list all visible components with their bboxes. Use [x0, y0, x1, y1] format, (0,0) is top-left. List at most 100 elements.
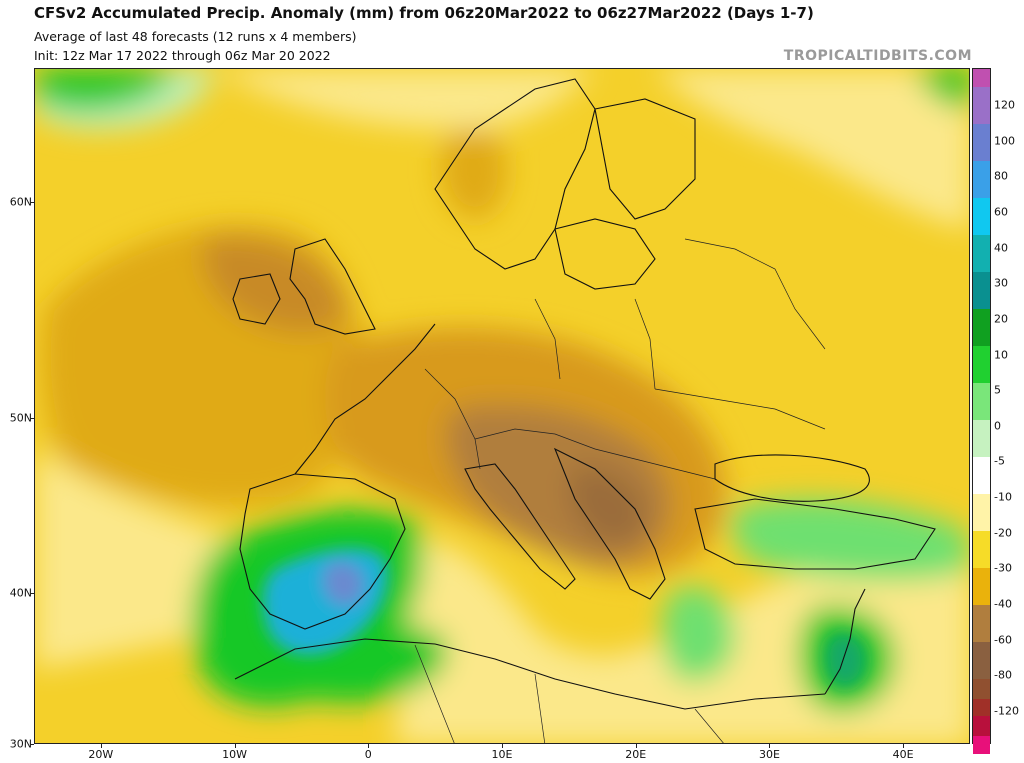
border-alps [474, 428, 596, 450]
field-iberia-core [323, 562, 364, 605]
lon-tick [769, 744, 771, 748]
coast-scandinavia [434, 78, 596, 270]
lon-label: 20W [88, 748, 114, 761]
border-ukraine [654, 388, 826, 430]
colorbar-label: 5 [994, 383, 1001, 397]
coast-turkey [694, 498, 936, 570]
colorbar-segment [973, 309, 990, 346]
colorbar-segment [973, 736, 990, 754]
colorbar-label: -5 [994, 454, 1005, 468]
anomaly-peaks [262, 548, 866, 688]
coast-ireland [232, 273, 281, 325]
map-canvas [35, 69, 969, 743]
lon-tick [100, 744, 102, 748]
lon-label: 10E [491, 748, 513, 761]
coastlines [232, 78, 936, 710]
colorbar-label: 40 [994, 241, 1008, 255]
colorbar-segment [973, 716, 990, 736]
coast-balkans-greece [553, 447, 666, 600]
colorbar-segment [973, 383, 990, 420]
border-africa [414, 644, 724, 743]
coast-blacksea [714, 454, 870, 502]
colorbar-label: -40 [994, 597, 1012, 611]
lon-label: 0 [364, 748, 372, 761]
colorbar-label: -80 [994, 668, 1012, 682]
border-balkans [594, 448, 716, 480]
coast-iberia [239, 473, 406, 630]
lon-label: 40E [892, 748, 914, 761]
coast-northafrica [234, 638, 826, 710]
precip-anomaly-map [34, 68, 970, 744]
lat-label: 40N [9, 586, 32, 600]
colorbar-segment [973, 272, 990, 309]
colorbar-segment [973, 605, 990, 642]
lat-label: 30N [9, 737, 32, 751]
colorbar-segment [973, 699, 990, 716]
lat-label: 60N [9, 195, 32, 209]
coast-britain [289, 238, 376, 335]
colorbar-label: -120 [994, 704, 1019, 718]
colorbar-label: 20 [994, 312, 1008, 326]
colorbar-label: 60 [994, 205, 1008, 219]
colorbar-segment [973, 87, 990, 124]
colorbar-label: 30 [994, 276, 1008, 290]
field-uk-dry [203, 236, 347, 333]
lon-tick [502, 744, 503, 748]
colorbar-segment [973, 420, 990, 457]
coast-baltic [554, 218, 656, 290]
field-balkans-peak [569, 468, 646, 543]
lon-tick [635, 744, 637, 748]
colorbar-label: -10 [994, 490, 1012, 504]
colorbar-label: -20 [994, 526, 1012, 540]
field-northeast-pale [655, 69, 969, 229]
colorbar-segment [973, 531, 990, 568]
colorbar-segment [973, 642, 990, 679]
lon-tick [368, 744, 370, 748]
field-levant-peak [824, 633, 866, 688]
colorbar-segment [973, 679, 990, 699]
border-poland-east [634, 298, 656, 390]
field-corner-wet [915, 69, 969, 109]
border-france-germany [424, 368, 481, 470]
map-subtitle-forecasts: Average of last 48 forecasts (12 runs x … [34, 29, 357, 44]
lon-tick [234, 744, 236, 748]
colorbar-label: 10 [994, 348, 1008, 362]
colorbar-label: -60 [994, 633, 1012, 647]
colorbar-segment [973, 124, 990, 161]
lon-label: 10W [222, 748, 247, 761]
colorbar-label: -30 [994, 561, 1012, 575]
field-north-pale [215, 69, 595, 129]
colorbar-segment [973, 457, 990, 494]
lat-tick [30, 201, 34, 203]
brand-watermark: TROPICALTIDBITS.COM [783, 48, 972, 64]
colorbar-segment [973, 198, 990, 235]
colorbar-segment [973, 346, 990, 383]
lon-label: 20E [625, 748, 647, 761]
coast-france-uk-west [294, 323, 436, 475]
border-germany-poland [534, 298, 561, 380]
colorbar [972, 68, 991, 754]
colorbar-label: 80 [994, 169, 1008, 183]
colorbar-segment [973, 69, 990, 87]
colorbar-segment [973, 161, 990, 198]
colorbar-segment [973, 494, 990, 531]
coast-finland [594, 98, 696, 220]
colorbar-segment [973, 568, 990, 605]
field-norway-dry [440, 127, 508, 220]
lon-tick [903, 744, 905, 748]
colorbar-segment [973, 235, 990, 272]
border-russia-west [684, 238, 826, 350]
lat-label: 50N [9, 411, 32, 425]
coast-levant [824, 588, 866, 695]
borders [414, 238, 826, 743]
lat-tick [30, 744, 34, 745]
field-greenland-wet [35, 69, 175, 109]
map-subtitle-init: Init: 12z Mar 17 2022 through 06z Mar 20… [34, 48, 331, 63]
field-aegean-wet [662, 586, 735, 682]
colorbar-label: 100 [994, 134, 1015, 148]
lon-label: 30E [758, 748, 780, 761]
lat-tick [30, 418, 34, 420]
coast-italy [464, 463, 576, 590]
colorbar-label: 0 [994, 419, 1001, 433]
lat-tick [30, 593, 34, 595]
